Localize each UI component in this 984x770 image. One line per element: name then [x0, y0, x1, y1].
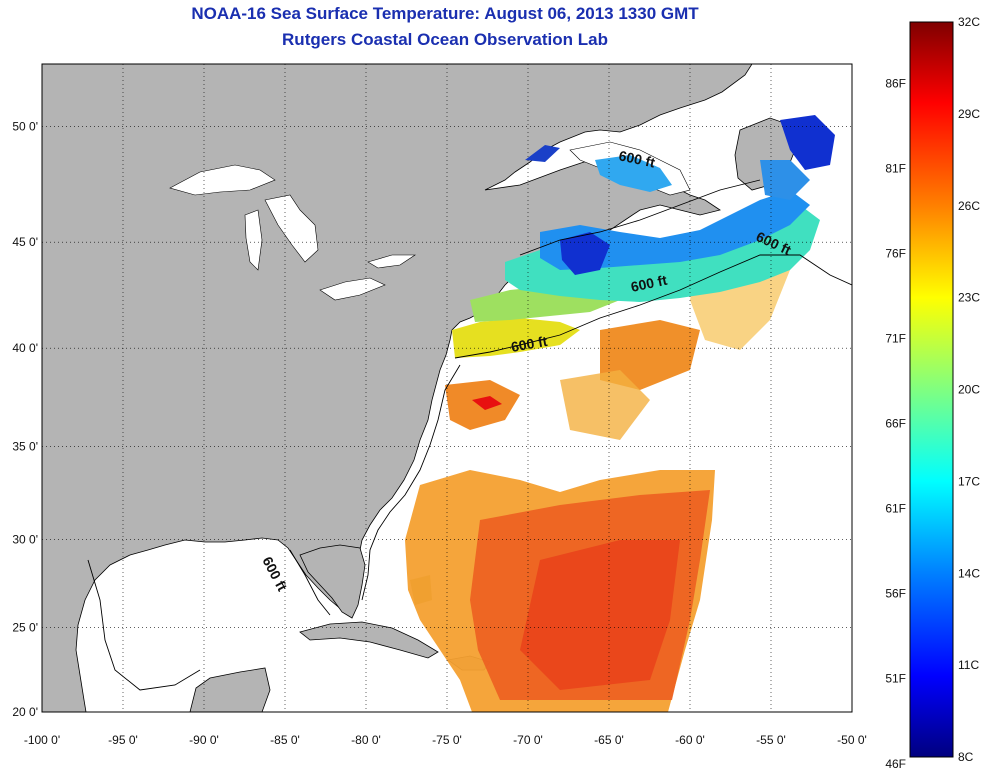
longitude-tick-label: -60 0' — [675, 733, 705, 747]
longitude-tick-label: -80 0' — [351, 733, 381, 747]
colorbar-fahrenheit-label: 81F — [885, 161, 906, 175]
longitude-tick-label: -65 0' — [594, 733, 624, 747]
contour-label: 600 ft — [617, 147, 656, 170]
longitude-axis: -100 0' -95 0' -90 0' -85 0' -80 0' -75 0' -70… — [24, 733, 867, 747]
longitude-tick-label: -55 0' — [756, 733, 786, 747]
florida-land — [299, 544, 366, 619]
colorbar-fahrenheit-label: 66F — [885, 417, 906, 431]
colorbar-fahrenheit-label: 56F — [885, 587, 906, 601]
map-subtitle: Rutgers Coastal Ocean Observation Lab — [282, 30, 608, 49]
colorbar-fahrenheit-label: 51F — [885, 672, 906, 686]
latitude-tick-label: 30 0' — [12, 532, 38, 546]
colorbar-ticks: 32C 29C 26C 23C 20C 17C 14C 11C 8C 86F 81F 76F 71F 66… — [885, 15, 980, 770]
colorbar-celsius-label: 14C — [958, 566, 980, 580]
colorbar-fahrenheit-label: 76F — [885, 246, 906, 260]
colorbar-celsius-label: 32C — [958, 15, 980, 29]
latitude-tick-label: 45 0' — [12, 235, 38, 249]
colorbar-celsius-label: 26C — [958, 199, 980, 213]
cuba-land — [299, 621, 439, 659]
map-title: NOAA-16 Sea Surface Temperature: August … — [191, 4, 699, 23]
longitude-tick-label: -85 0' — [270, 733, 300, 747]
colorbar-fahrenheit-label: 86F — [885, 76, 906, 90]
colorbar-fahrenheit-label: 71F — [885, 331, 906, 345]
latitude-tick-label: 35 0' — [12, 440, 38, 454]
contour-label: 600 ft — [629, 272, 668, 295]
colorbar-celsius-label: 23C — [958, 291, 980, 305]
colorbar-fahrenheit-label: 61F — [885, 502, 906, 516]
latitude-tick-label: 50 0' — [12, 119, 38, 133]
longitude-tick-label: -75 0' — [432, 733, 462, 747]
yucatan-land — [86, 667, 271, 712]
great-lakes — [169, 164, 416, 301]
longitude-tick-label: -50 0' — [837, 733, 867, 747]
colorbar-celsius-label: 11C — [958, 658, 979, 672]
colorbar-celsius-label: 8C — [958, 750, 974, 764]
latitude-tick-label: 40 0' — [12, 341, 38, 355]
isobath-600ft — [87, 179, 852, 691]
contour-label: 600 ft — [510, 333, 549, 355]
map-frame — [41, 63, 853, 713]
sst-data — [405, 115, 835, 712]
colorbar-fahrenheit-label: 46F — [885, 757, 906, 770]
latitude-axis: 20 0' 25 0' 30 0' 35 0' 40 0' 45 0' 50 0' — [12, 119, 38, 719]
colorbar-celsius-label: 29C — [958, 107, 980, 121]
longitude-tick-label: -70 0' — [513, 733, 543, 747]
longitude-tick-label: -95 0' — [108, 733, 138, 747]
temperature-colorbar — [909, 21, 954, 758]
latitude-tick-label: 25 0' — [12, 620, 38, 634]
longitude-tick-label: -100 0' — [24, 733, 60, 747]
latitude-tick-label: 20 0' — [12, 705, 38, 719]
colorbar-celsius-label: 17C — [958, 474, 980, 488]
longitude-tick-label: -90 0' — [189, 733, 219, 747]
colorbar-celsius-label: 20C — [958, 383, 980, 397]
map-grid — [42, 64, 852, 712]
